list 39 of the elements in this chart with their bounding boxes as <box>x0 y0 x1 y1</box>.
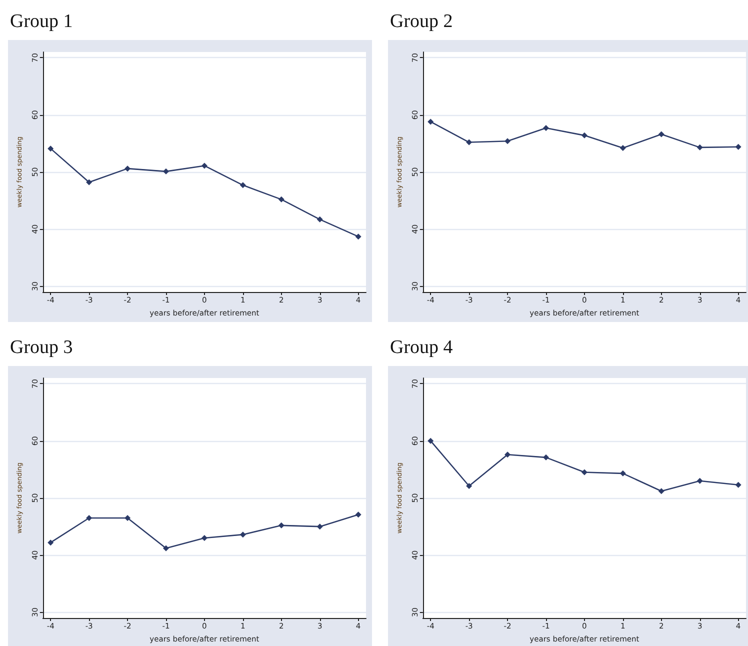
point <box>620 145 626 151</box>
chart-title: Group 2 <box>389 10 454 34</box>
point <box>48 146 54 152</box>
chart-title: Group 1 <box>9 10 74 34</box>
point <box>735 144 742 150</box>
point <box>278 196 284 202</box>
point <box>428 438 434 444</box>
point <box>124 515 131 521</box>
point <box>355 512 362 518</box>
point <box>542 125 549 131</box>
point <box>162 168 169 174</box>
point <box>504 452 511 458</box>
point <box>542 454 549 460</box>
point <box>240 182 246 188</box>
point <box>696 144 703 150</box>
point <box>581 132 588 138</box>
point <box>316 216 323 222</box>
point <box>316 524 323 530</box>
chart-title: Group 3 <box>9 336 74 360</box>
point <box>466 483 472 489</box>
point <box>620 470 626 476</box>
point <box>355 234 362 240</box>
point <box>278 522 284 528</box>
point <box>48 540 54 546</box>
point <box>504 138 511 144</box>
point <box>466 139 472 146</box>
point <box>581 469 588 476</box>
point <box>124 166 131 172</box>
point <box>201 535 208 541</box>
point <box>658 488 664 494</box>
point <box>201 162 208 169</box>
point <box>240 532 246 538</box>
point <box>696 478 703 484</box>
point <box>428 118 434 125</box>
point <box>86 179 92 186</box>
chart-title: Group 4 <box>389 336 454 360</box>
point <box>658 131 664 138</box>
point <box>735 482 742 488</box>
point <box>162 545 169 552</box>
